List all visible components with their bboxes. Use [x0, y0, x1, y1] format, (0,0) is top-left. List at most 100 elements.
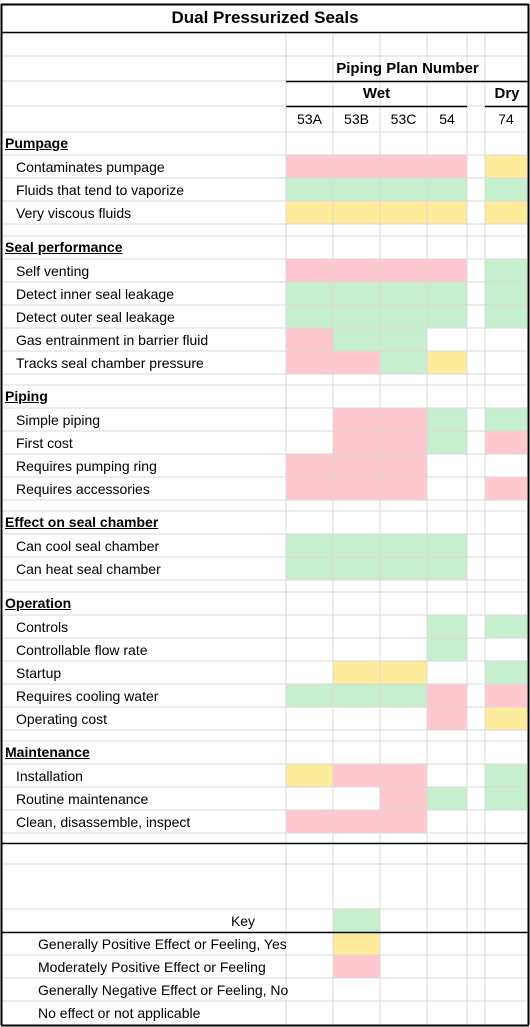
rating-cell: [485, 408, 527, 431]
column-header-74: 74: [498, 111, 514, 127]
rating-cell: [485, 282, 527, 305]
rating-cell: [286, 282, 333, 305]
page-title: Dual Pressurized Seals: [171, 8, 359, 27]
rating-cell: [427, 707, 467, 730]
key-swatch: [333, 932, 380, 955]
rating-cell: [427, 431, 467, 454]
rating-cell: [380, 454, 427, 477]
section-title: Piping: [5, 388, 48, 404]
row-label: Can heat seal chamber: [16, 561, 161, 577]
rating-cell: [286, 178, 333, 201]
rating-cell: [380, 282, 427, 305]
wet-header: Wet: [362, 85, 391, 102]
row-label: Contaminates pumpage: [16, 159, 165, 175]
key-title: Key: [230, 913, 256, 929]
rating-cell: [427, 351, 467, 374]
rating-cell: [427, 534, 467, 557]
rating-cell: [333, 259, 380, 282]
rating-cell: [380, 764, 427, 787]
rating-cell: [380, 661, 427, 684]
rating-cell: [485, 477, 527, 500]
rating-cell: [333, 351, 380, 374]
rating-cell: [380, 477, 427, 500]
column-header-54: 54: [439, 111, 455, 127]
rating-cell: [286, 684, 333, 707]
rating-cell: [427, 305, 467, 328]
key-swatch: [333, 909, 380, 932]
row-label: Can cool seal chamber: [16, 538, 160, 554]
rating-cell: [380, 259, 427, 282]
rating-cell: [333, 477, 380, 500]
rating-cell: [427, 155, 467, 178]
rating-cell: [485, 684, 527, 707]
column-header-53c: 53C: [390, 111, 417, 127]
rating-cell: [380, 305, 427, 328]
rating-cell: [380, 534, 427, 557]
key-item-label: Generally Negative Effect or Feeling, No: [38, 982, 289, 998]
rating-cell: [427, 178, 467, 201]
row-label: Gas entrainment in barrier fluid: [16, 332, 209, 348]
rating-cell: [286, 810, 333, 833]
row-label: Requires cooling water: [16, 688, 159, 704]
key-swatch: [333, 955, 380, 978]
row-label: Controllable flow rate: [16, 642, 148, 658]
rating-cell: [485, 178, 527, 201]
row-label: Routine maintenance: [16, 791, 149, 807]
rating-cell: [380, 684, 427, 707]
rating-cell: [485, 787, 527, 810]
row-label: Simple piping: [16, 412, 101, 428]
row-label: Clean, disassemble, inspect: [16, 814, 191, 830]
rating-cell: [333, 201, 380, 224]
rating-cell: [286, 534, 333, 557]
rating-cell: [333, 178, 380, 201]
rating-cell: [333, 661, 380, 684]
rating-cell: [485, 305, 527, 328]
rating-cell: [380, 787, 427, 810]
section-title: Operation: [5, 595, 72, 611]
rating-cell: [286, 557, 333, 580]
rating-cell: [333, 328, 380, 351]
row-label: Detect inner seal leakage: [16, 286, 174, 302]
rating-cell: [380, 351, 427, 374]
key-item-label: No effect or not applicable: [38, 1005, 201, 1021]
rating-cell: [485, 201, 527, 224]
rating-cell: [485, 259, 527, 282]
rating-cell: [485, 615, 527, 638]
rating-cell: [286, 477, 333, 500]
rating-cell: [380, 431, 427, 454]
rating-cell: [333, 155, 380, 178]
rating-cell: [333, 454, 380, 477]
column-header-53b: 53B: [344, 111, 369, 127]
rating-cell: [380, 201, 427, 224]
rating-cell: [333, 431, 380, 454]
rating-cell: [380, 408, 427, 431]
rating-cell: [485, 155, 527, 178]
rating-cell: [427, 684, 467, 707]
rating-cell: [333, 534, 380, 557]
rating-cell: [427, 787, 467, 810]
rating-cell: [286, 454, 333, 477]
rating-cell: [333, 557, 380, 580]
rating-cell: [427, 259, 467, 282]
rating-cell: [333, 408, 380, 431]
rating-cell: [485, 707, 527, 730]
section-title: Pumpage: [5, 135, 69, 151]
row-label: Startup: [16, 665, 62, 681]
section-title: Maintenance: [5, 744, 90, 760]
rating-cell: [286, 764, 333, 787]
row-label: Operating cost: [16, 711, 108, 727]
row-label: Tracks seal chamber pressure: [16, 355, 204, 371]
rating-cell: [380, 810, 427, 833]
dry-header: Dry: [494, 85, 520, 102]
rating-cell: [333, 305, 380, 328]
row-label: Self venting: [16, 263, 90, 279]
rating-cell: [286, 259, 333, 282]
plan-number-header: Piping Plan Number: [336, 60, 479, 77]
rating-cell: [380, 178, 427, 201]
rating-cell: [380, 557, 427, 580]
section-title: Effect on seal chamber: [5, 514, 159, 530]
rating-cell: [427, 201, 467, 224]
rating-cell: [380, 328, 427, 351]
